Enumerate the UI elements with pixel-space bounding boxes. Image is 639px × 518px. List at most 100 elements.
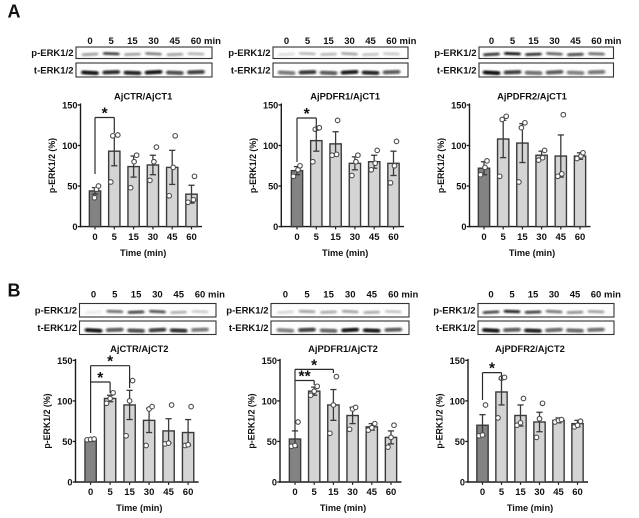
svg-text:100: 100 [263, 141, 278, 151]
svg-text:5: 5 [501, 232, 507, 243]
svg-text:45: 45 [369, 232, 380, 243]
svg-text:0: 0 [292, 487, 297, 498]
svg-text:15: 15 [515, 487, 526, 498]
svg-text:30: 30 [345, 289, 356, 300]
svg-text:15: 15 [528, 289, 539, 300]
svg-text:B: B [8, 281, 21, 301]
svg-text:Time (min): Time (min) [507, 503, 553, 513]
svg-text:p-ERK1/2: p-ERK1/2 [226, 306, 268, 317]
svg-text:150: 150 [262, 356, 277, 366]
svg-text:60: 60 [191, 36, 202, 47]
svg-text:p-ERK1/2: p-ERK1/2 [31, 48, 73, 59]
svg-text:15: 15 [517, 232, 528, 243]
svg-text:p-ERK1/2 (%): p-ERK1/2 (%) [247, 393, 257, 448]
svg-text:15: 15 [127, 36, 138, 47]
svg-text:0: 0 [273, 222, 278, 232]
svg-text:30: 30 [347, 487, 358, 498]
svg-text:150: 150 [62, 101, 77, 111]
svg-text:5: 5 [304, 289, 310, 300]
svg-text:0: 0 [72, 222, 77, 232]
svg-text:100: 100 [62, 141, 77, 151]
svg-text:0: 0 [460, 478, 465, 488]
svg-text:A: A [8, 2, 21, 22]
svg-text:t-ERK1/2: t-ERK1/2 [229, 323, 269, 334]
svg-text:45: 45 [367, 289, 378, 300]
svg-text:p-ERK1/2 (%): p-ERK1/2 (%) [436, 138, 446, 193]
svg-text:min: min [605, 36, 622, 47]
svg-text:60: 60 [388, 289, 399, 300]
svg-text:100: 100 [450, 397, 465, 407]
svg-text:min: min [401, 289, 418, 300]
svg-text:AjPDFR1/AjCT2: AjPDFR1/AjCT2 [308, 343, 378, 354]
svg-text:Time (min): Time (min) [116, 503, 162, 513]
svg-text:p-ERK1/2: p-ERK1/2 [433, 306, 475, 317]
svg-text:45: 45 [570, 289, 581, 300]
svg-text:p-ERK1/2 (%): p-ERK1/2 (%) [47, 138, 57, 193]
svg-text:min: min [208, 289, 225, 300]
svg-text:15: 15 [323, 36, 334, 47]
svg-text:Time (min): Time (min) [509, 248, 555, 258]
svg-text:150: 150 [450, 356, 465, 366]
svg-text:5: 5 [305, 36, 311, 47]
svg-text:min: min [604, 289, 621, 300]
svg-text:30: 30 [344, 36, 355, 47]
svg-text:0: 0 [91, 289, 96, 300]
svg-text:45: 45 [170, 36, 181, 47]
svg-text:5: 5 [112, 232, 118, 243]
svg-text:Time (min): Time (min) [120, 248, 166, 258]
svg-text:AjCTR/AjCT1: AjCTR/AjCT1 [114, 91, 172, 102]
svg-text:AjPDFR1/AjCT1: AjPDFR1/AjCT1 [310, 91, 380, 102]
svg-text:30: 30 [350, 232, 361, 243]
svg-text:60: 60 [575, 232, 586, 243]
svg-text:60: 60 [591, 289, 602, 300]
svg-text:5: 5 [107, 487, 113, 498]
svg-text:30: 30 [536, 232, 547, 243]
svg-text:30: 30 [549, 289, 560, 300]
svg-text:150: 150 [57, 356, 72, 366]
svg-text:p-ERK1/2 (%): p-ERK1/2 (%) [435, 393, 445, 448]
svg-text:50: 50 [62, 437, 72, 447]
svg-text:0: 0 [92, 232, 97, 243]
svg-text:60: 60 [591, 36, 602, 47]
svg-text:0: 0 [67, 478, 72, 488]
svg-text:30: 30 [148, 232, 159, 243]
svg-text:45: 45 [367, 487, 378, 498]
svg-text:15: 15 [323, 289, 334, 300]
svg-text:t-ERK1/2: t-ERK1/2 [436, 323, 476, 334]
svg-text:60: 60 [195, 289, 206, 300]
svg-text:0: 0 [489, 36, 494, 47]
svg-text:5: 5 [510, 36, 516, 47]
svg-text:AjPDFR2/AjCT2: AjPDFR2/AjCT2 [495, 343, 565, 354]
svg-text:50: 50 [455, 437, 465, 447]
svg-text:15: 15 [328, 487, 339, 498]
svg-text:0: 0 [284, 36, 289, 47]
svg-text:100: 100 [57, 397, 72, 407]
svg-text:t-ERK1/2: t-ERK1/2 [231, 65, 271, 76]
svg-text:*: * [304, 106, 311, 123]
svg-text:150: 150 [451, 101, 466, 111]
svg-text:45: 45 [553, 487, 564, 498]
svg-text:*: * [97, 370, 104, 387]
svg-text:60: 60 [572, 487, 583, 498]
svg-text:45: 45 [570, 36, 581, 47]
svg-text:15: 15 [528, 36, 539, 47]
svg-text:5: 5 [109, 36, 115, 47]
svg-text:AjCTR/AjCT2: AjCTR/AjCT2 [110, 343, 168, 354]
svg-text:0: 0 [481, 232, 486, 243]
svg-text:100: 100 [262, 397, 277, 407]
svg-text:150: 150 [263, 101, 278, 111]
svg-text:100: 100 [451, 141, 466, 151]
svg-text:30: 30 [152, 289, 163, 300]
svg-text:45: 45 [173, 289, 184, 300]
svg-text:30: 30 [549, 36, 560, 47]
svg-text:5: 5 [112, 289, 118, 300]
svg-text:0: 0 [283, 289, 288, 300]
svg-text:**: ** [299, 369, 312, 386]
svg-text:AjPDFR2/AjCT1: AjPDFR2/AjCT1 [497, 91, 567, 102]
svg-text:min: min [204, 36, 221, 47]
svg-text:5: 5 [499, 487, 505, 498]
svg-text:t-ERK1/2: t-ERK1/2 [437, 65, 477, 76]
svg-text:min: min [400, 36, 417, 47]
svg-text:30: 30 [534, 487, 545, 498]
svg-text:0: 0 [87, 36, 92, 47]
